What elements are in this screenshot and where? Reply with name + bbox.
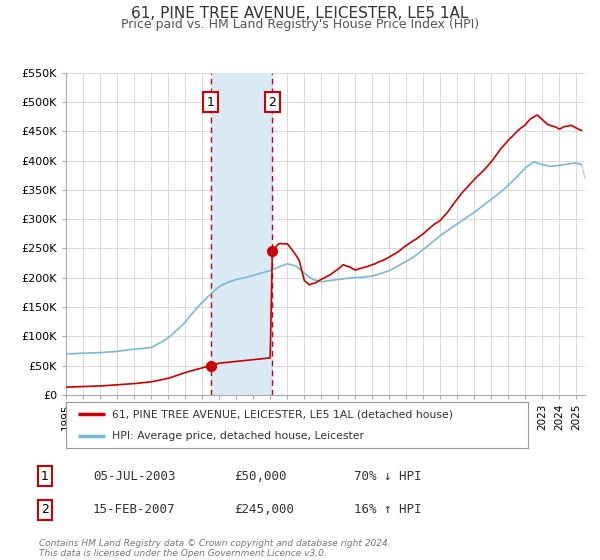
Text: £245,000: £245,000 [234, 503, 294, 516]
Text: 1: 1 [207, 96, 215, 109]
Text: 15-FEB-2007: 15-FEB-2007 [93, 503, 176, 516]
Text: 05-JUL-2003: 05-JUL-2003 [93, 469, 176, 483]
Text: 61, PINE TREE AVENUE, LEICESTER, LE5 1AL (detached house): 61, PINE TREE AVENUE, LEICESTER, LE5 1AL… [112, 409, 453, 419]
Text: 2: 2 [41, 503, 49, 516]
Text: Price paid vs. HM Land Registry's House Price Index (HPI): Price paid vs. HM Land Registry's House … [121, 18, 479, 31]
Text: 2: 2 [268, 96, 276, 109]
Text: 16% ↑ HPI: 16% ↑ HPI [354, 503, 421, 516]
Text: HPI: Average price, detached house, Leicester: HPI: Average price, detached house, Leic… [112, 431, 364, 441]
Text: 70% ↓ HPI: 70% ↓ HPI [354, 469, 421, 483]
Text: £50,000: £50,000 [234, 469, 287, 483]
Bar [211, 73, 272, 395]
Text: Contains HM Land Registry data © Crown copyright and database right 2024.
This d: Contains HM Land Registry data © Crown c… [39, 539, 391, 558]
Text: 61, PINE TREE AVENUE, LEICESTER, LE5 1AL: 61, PINE TREE AVENUE, LEICESTER, LE5 1AL [131, 6, 469, 21]
Text: 1: 1 [41, 469, 49, 483]
